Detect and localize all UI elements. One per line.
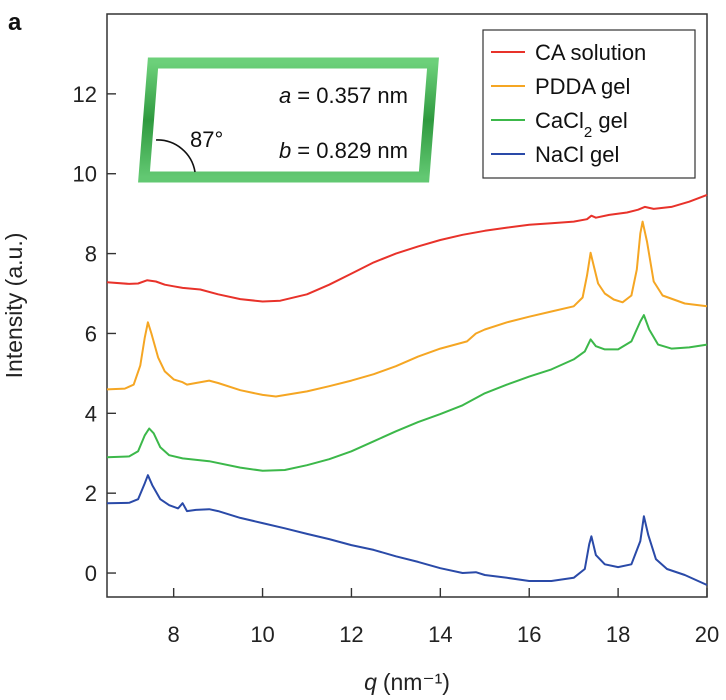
x-axis-title: q (nm⁻¹) — [364, 669, 450, 695]
x-tick-label: 8 — [168, 622, 180, 647]
x-tick-label: 12 — [339, 622, 363, 647]
y-tick-label: 10 — [73, 162, 97, 187]
legend-entry-text: CA solution — [535, 40, 646, 65]
x-tick-label: 16 — [517, 622, 541, 647]
x-tick-label: 10 — [250, 622, 274, 647]
y-tick-label: 12 — [73, 82, 97, 107]
lattice-b-value: = 0.829 nm — [291, 138, 408, 163]
x-axis-unit: (nm⁻¹) — [383, 669, 450, 695]
lattice-b-label: b = 0.829 nm — [279, 138, 408, 163]
y-axis-ticks: 0 2 4 6 8 10 12 — [73, 82, 116, 586]
series-line-1 — [106, 220, 708, 398]
legend-entry: CA solution — [535, 40, 646, 65]
y-tick-label: 6 — [85, 321, 97, 346]
panel-label: a — [8, 9, 22, 36]
y-tick-label: 8 — [85, 242, 97, 267]
angle-label: 87° — [190, 127, 223, 152]
series-line-2 — [106, 314, 708, 472]
x-axis-ticks: 8 10 12 14 16 18 20 — [168, 588, 719, 647]
y-axis-title: Intensity (a.u.) — [1, 233, 27, 379]
legend-entry-text: PDDA gel — [535, 74, 630, 99]
y-tick-label: 2 — [85, 481, 97, 506]
y-tick-label: 4 — [85, 401, 97, 426]
lattice-a-label: a = 0.357 nm — [279, 83, 408, 108]
series-line-0 — [106, 193, 708, 303]
unit-cell-parallelogram — [138, 57, 439, 183]
legend-entry: PDDA gel — [535, 74, 630, 99]
legend-entry-text: CaCl — [535, 108, 584, 133]
lattice-b-var: b — [279, 138, 291, 163]
legend-entry-text: NaCl gel — [535, 142, 619, 167]
angle-arc — [155, 139, 196, 173]
lattice-a-var: a — [279, 83, 291, 108]
y-tick-label: 0 — [85, 561, 97, 586]
unit-cell-inset: 87° a = 0.357 nm b = 0.829 nm — [138, 57, 439, 183]
lattice-a-value: = 0.357 nm — [291, 83, 408, 108]
legend-entry: CaCl2 gel — [535, 108, 628, 141]
series-lines — [106, 193, 708, 586]
legend-entry-tail: gel — [592, 108, 627, 133]
x-tick-label: 14 — [428, 622, 452, 647]
series-line-3 — [106, 474, 708, 586]
x-tick-label: 18 — [606, 622, 630, 647]
x-tick-label: 20 — [695, 622, 719, 647]
legend-entry: NaCl gel — [535, 142, 619, 167]
x-axis-variable: q — [364, 669, 377, 695]
legend-entry-subscript: 2 — [584, 124, 592, 141]
